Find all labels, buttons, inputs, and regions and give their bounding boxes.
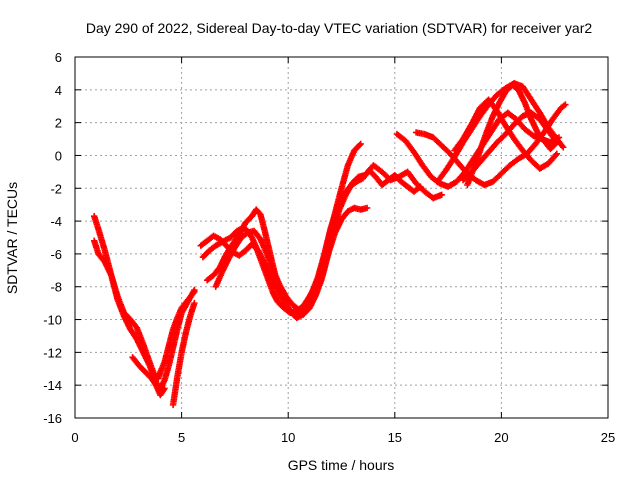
x-axis-title: GPS time / hours bbox=[288, 457, 395, 473]
y-tick-label: -16 bbox=[43, 411, 62, 426]
x-tick-label: 25 bbox=[601, 430, 615, 445]
series-track-2 bbox=[90, 212, 198, 392]
y-tick-label: -8 bbox=[50, 280, 62, 295]
y-tick-label: -14 bbox=[43, 378, 62, 393]
data-point bbox=[161, 385, 168, 392]
y-tick-label: 2 bbox=[55, 116, 62, 131]
y-tick-label: -4 bbox=[50, 214, 62, 229]
data-point bbox=[438, 191, 445, 199]
series-track-15 bbox=[464, 81, 561, 189]
series-track-13 bbox=[451, 96, 561, 172]
data-point bbox=[552, 151, 559, 159]
y-tick-label: -12 bbox=[43, 345, 62, 360]
data-point bbox=[560, 144, 567, 151]
y-axis-title: SDTVAR / TECUs bbox=[4, 182, 20, 294]
data-point bbox=[552, 140, 559, 147]
data-point bbox=[191, 299, 198, 307]
data-point bbox=[553, 150, 561, 158]
series-track-11 bbox=[412, 101, 569, 189]
x-tick-label: 15 bbox=[388, 430, 402, 445]
y-tick-label: 4 bbox=[55, 83, 62, 98]
data-point bbox=[356, 141, 363, 149]
data-point bbox=[191, 286, 198, 294]
y-tick-label: 6 bbox=[55, 50, 62, 65]
data-point bbox=[357, 140, 364, 148]
x-tick-label: 20 bbox=[494, 430, 508, 445]
y-tick-label: -6 bbox=[50, 247, 62, 262]
axis-ticks: 0 5 10 15 20 25 -16 -14 -12 -10 -8 -6 -4 -2 0 2 4 6 bbox=[43, 50, 615, 445]
x-tick-label: 0 bbox=[71, 430, 78, 445]
y-tick-label: -10 bbox=[43, 313, 62, 328]
y-tick-label: 0 bbox=[55, 148, 62, 163]
chart-title: Day 290 of 2022, Sidereal Day-to-day VTE… bbox=[86, 20, 592, 36]
series-track-9 bbox=[353, 162, 445, 202]
series-track-3 bbox=[129, 354, 168, 399]
data-point bbox=[160, 386, 167, 393]
series-track-8 bbox=[212, 167, 424, 313]
series-track-4 bbox=[169, 299, 198, 409]
x-tick-label: 5 bbox=[178, 430, 185, 445]
data-point bbox=[562, 101, 569, 108]
data-point bbox=[363, 204, 371, 212]
y-tick-label: -2 bbox=[50, 181, 62, 196]
plot-frame bbox=[74, 56, 609, 419]
data-points bbox=[90, 80, 569, 409]
x-tick-label: 10 bbox=[281, 430, 295, 445]
data-point bbox=[553, 139, 561, 146]
